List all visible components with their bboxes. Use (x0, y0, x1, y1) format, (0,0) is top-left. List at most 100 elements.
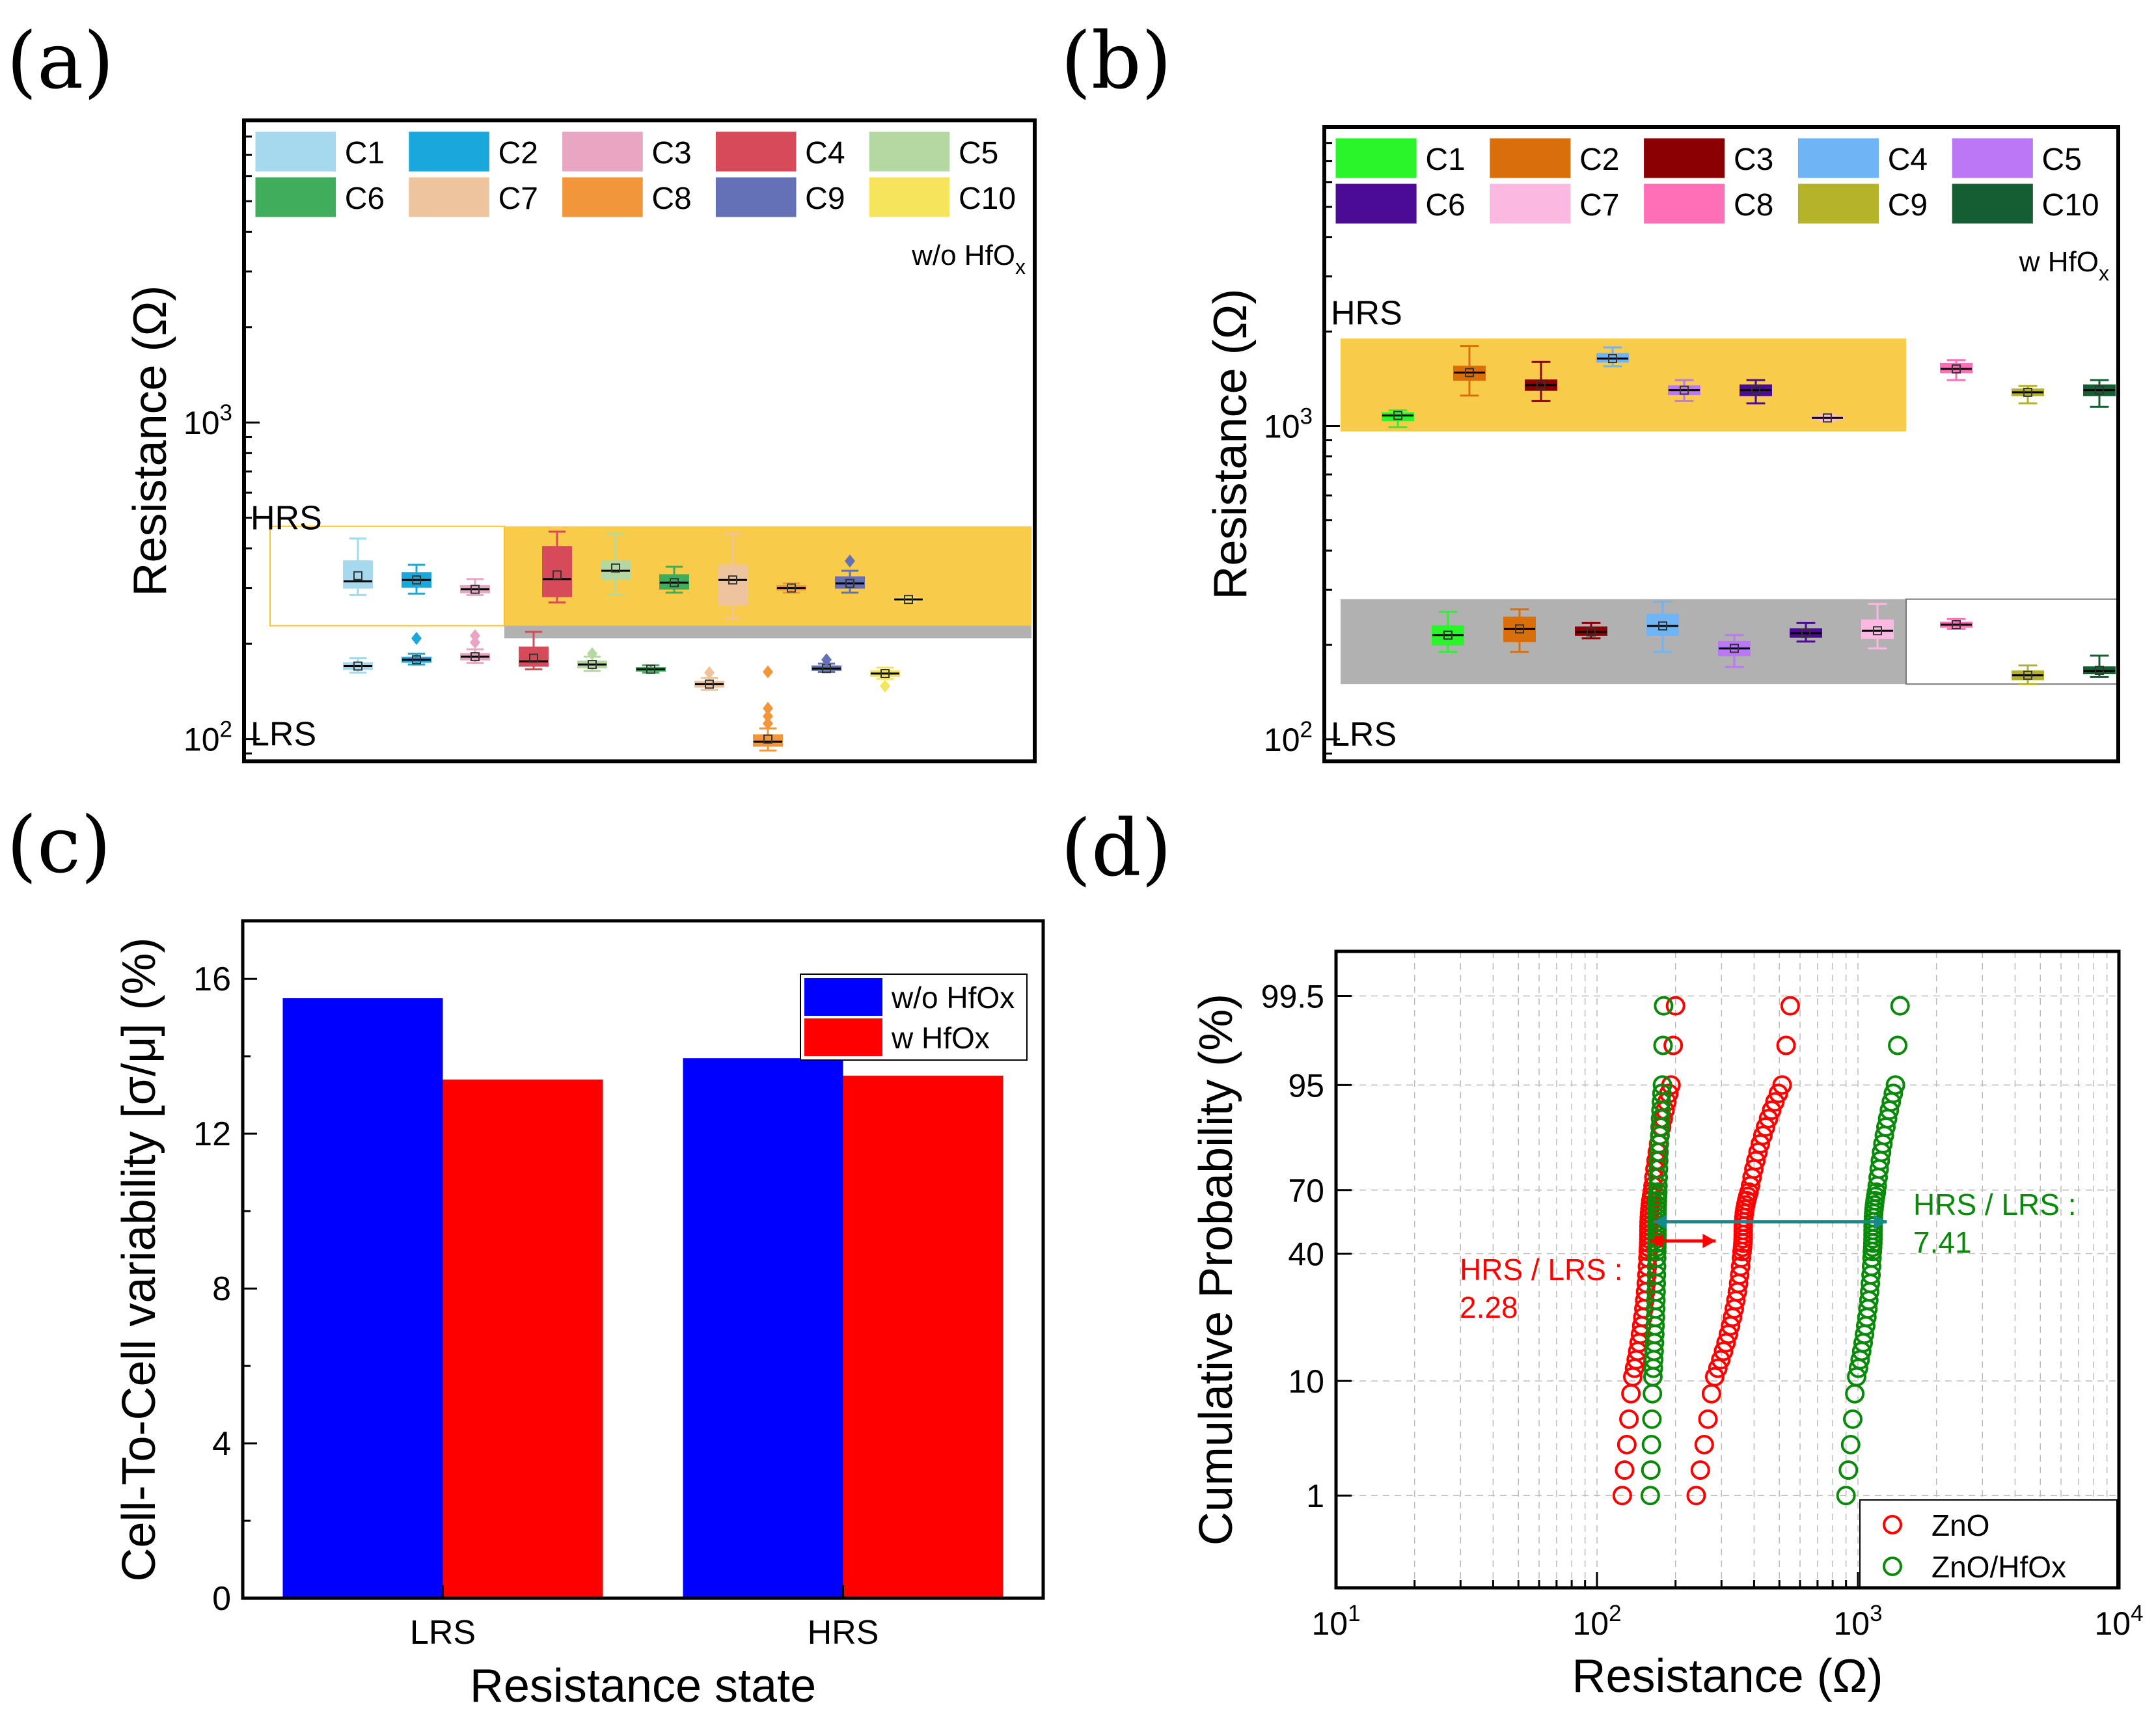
data-point-zno-hfox-lrs (1648, 1182, 1668, 1203)
legend-swatch-C1 (1335, 138, 1417, 178)
legend-swatch-C6 (1335, 184, 1417, 224)
mean-marker (1680, 385, 1689, 395)
hrs-box-C8 (776, 582, 806, 594)
lrs-box-C8 (1940, 618, 1972, 630)
y-tick-label: 16 (193, 960, 231, 998)
mean-marker (353, 661, 362, 671)
lrs-box-C3 (1575, 621, 1607, 640)
y-axis-title: Cumulative Probability (%) (1190, 994, 1242, 1546)
mean-marker (670, 578, 679, 588)
region-label-hrs: HRS (1331, 294, 1402, 332)
data-point-zno-hfox-lrs (1652, 1075, 1672, 1095)
legend-swatch-C4 (1797, 138, 1879, 178)
box (1861, 619, 1894, 639)
legend-label-C3: C3 (651, 136, 691, 170)
legend-box (1859, 1499, 2118, 1588)
legend-label-C3: C3 (1734, 143, 1773, 177)
mean-marker (1751, 385, 1760, 395)
mean-marker (471, 584, 480, 594)
data-point-zno-hfox-lrs (1642, 1409, 1662, 1429)
legend-label-C5: C5 (2042, 143, 2082, 177)
data-point-zno-hfox-lrs (1653, 1035, 1673, 1055)
lrs-box-C2 (402, 631, 431, 666)
y-axis-title: Cell-To-Cell variability [σ/μ] (%) (113, 937, 165, 1581)
legend-label-C10: C10 (959, 182, 1016, 216)
y-tick-label: 0 (212, 1580, 231, 1618)
outlier-point (411, 631, 422, 645)
mean-marker (353, 571, 362, 580)
legend-swatch-C10 (869, 177, 950, 217)
mean-marker (646, 664, 655, 674)
mean-marker (904, 595, 913, 605)
data-point-zno-hfox-lrs (1640, 1486, 1660, 1506)
hrs-box-C6 (659, 565, 689, 594)
data-point-zno-hrs (1713, 1341, 1734, 1361)
y-tick-label: 99.5 (1261, 978, 1324, 1015)
legend-swatch-C5 (869, 131, 950, 172)
x-axis-title: Resistance (Ω) (1572, 1650, 1883, 1702)
legend-swatch-C8 (1644, 184, 1725, 224)
legend-label-C9: C9 (805, 182, 845, 216)
data-point-zno-hfox-hrs (1890, 996, 1910, 1016)
ratio-arrow-head-right (1702, 1233, 1716, 1248)
x-tick-label-base: 10 (1311, 1605, 1348, 1642)
box (1382, 412, 1414, 422)
hrs-box-C8 (1940, 359, 1972, 381)
hrs-box-C5 (1668, 379, 1700, 402)
corner-note: w HfOx (2019, 246, 2109, 285)
x-tick-label: 101 (1311, 1601, 1360, 1642)
mean-marker (611, 563, 620, 573)
lrs-box-C5 (1718, 634, 1751, 668)
data-point-zno-hrs (1731, 1248, 1751, 1268)
legend-swatch-C9 (1797, 184, 1879, 224)
legend-swatch-C9 (715, 177, 797, 217)
box (519, 646, 549, 667)
mean-marker (1658, 621, 1667, 631)
hrs-box-C10 (894, 595, 923, 605)
lrs-box-C6 (1790, 621, 1822, 643)
y-tick-label-exp: 2 (220, 717, 232, 742)
x-tick-label-exp: 3 (1870, 1601, 1882, 1626)
legend-label-C4: C4 (1888, 143, 1928, 177)
lrs-box-C1 (343, 657, 373, 674)
data-point-zno-hfox-lrs (1641, 1434, 1661, 1454)
lrs-box-C10 (870, 666, 900, 693)
box (835, 576, 865, 589)
hrs-box-C4 (542, 530, 572, 604)
lrs-box-C1 (1432, 610, 1464, 653)
y-tick-label-base: 10 (184, 405, 220, 441)
legend-swatch-1 (804, 1018, 882, 1056)
mean-marker (1801, 629, 1810, 638)
legend-label-C5: C5 (959, 136, 998, 170)
data-point-zno-lrs (1619, 1409, 1639, 1429)
mean-marker (2023, 670, 2032, 680)
mean-marker (1952, 620, 1961, 630)
legend-label-C7: C7 (1579, 188, 1619, 223)
x-tick-label: 104 (2094, 1601, 2143, 1642)
mean-marker (529, 653, 538, 663)
data-point-zno-hrs (1780, 996, 1800, 1016)
plot-frame (241, 919, 1045, 1600)
mean-marker (1608, 354, 1617, 364)
mean-marker (763, 734, 772, 744)
outlier-point (587, 647, 597, 661)
legend-label-C6: C6 (345, 182, 385, 216)
lrs-box-C10 (2083, 654, 2116, 678)
annotation-hfox-title: HRS / LRS : (1913, 1188, 2077, 1221)
hrs-box-C4 (1596, 346, 1629, 368)
mean-marker (2023, 387, 2032, 397)
lrs-box-C7 (694, 666, 724, 691)
data-point-zno-hrs (1698, 1409, 1718, 1429)
data-point-zno-hfox-hrs (1862, 1248, 1882, 1268)
legend-swatch-C4 (715, 131, 797, 172)
outlier-point (763, 665, 773, 679)
y-tick-label-exp: 3 (1300, 403, 1313, 429)
data-point-zno-lrs (1617, 1434, 1637, 1454)
data-point-zno-lrs (1665, 996, 1685, 1016)
mean-marker (1823, 413, 1832, 423)
panel-label-c: (c) (7, 800, 111, 891)
legend-label-1: ZnO/HfOx (1931, 1550, 2066, 1584)
y-tick-label-exp: 3 (220, 400, 232, 426)
